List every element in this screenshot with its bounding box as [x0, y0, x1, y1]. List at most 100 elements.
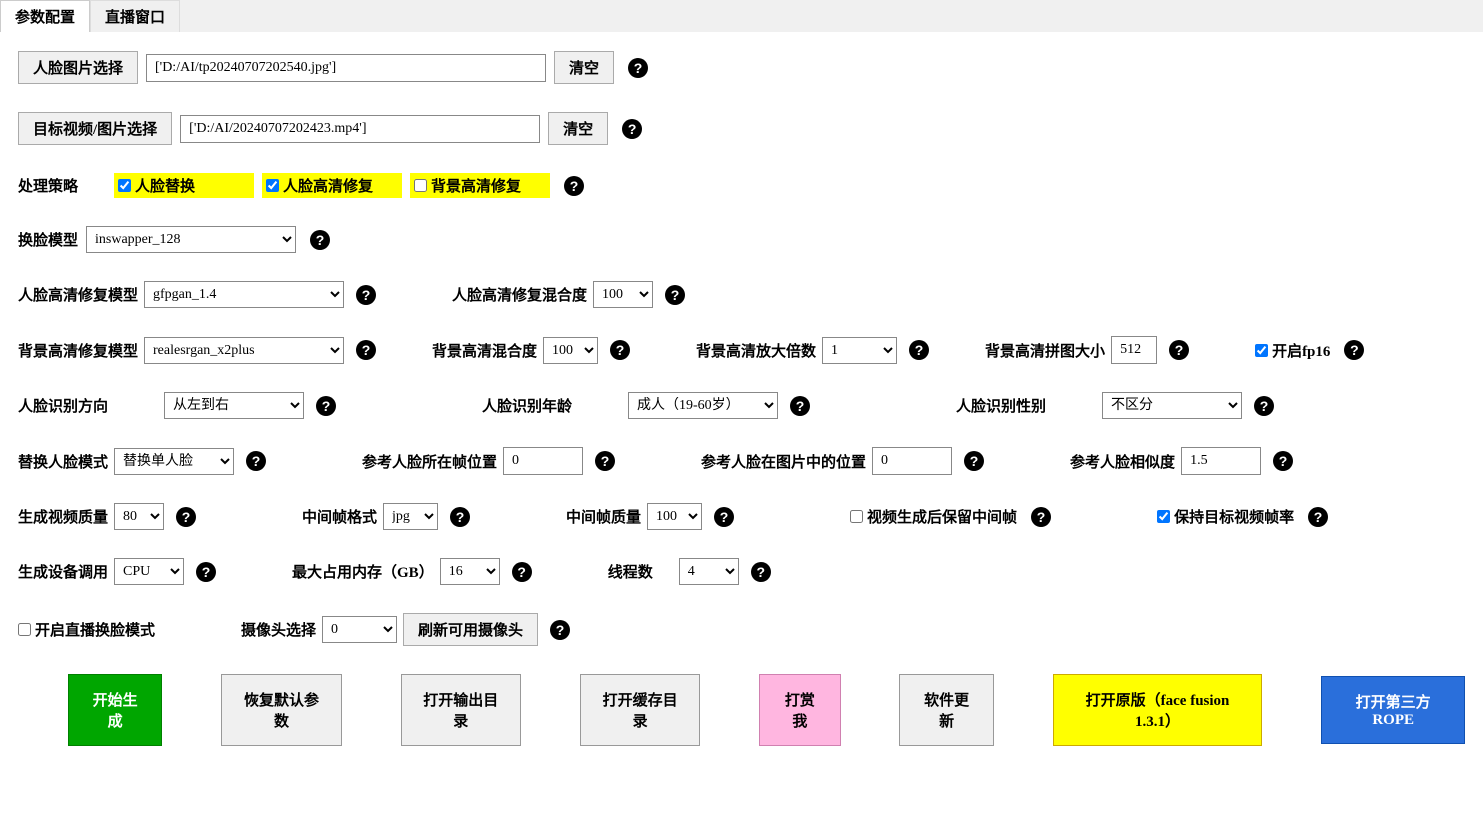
face-restore-model-select[interactable]: gfpgan_1.4 [144, 281, 344, 308]
quality-label: 生成视频质量 [18, 506, 108, 527]
help-icon: ? [714, 507, 734, 527]
help-icon: ? [610, 340, 630, 360]
strategy-bg-restore-text: 背景高清修复 [431, 175, 521, 196]
swap-model-select[interactable]: inswapper_128 [86, 226, 296, 253]
mem-label: 最大占用内存（GB） [292, 561, 434, 582]
help-icon: ? [964, 451, 984, 471]
help-icon: ? [1031, 507, 1051, 527]
help-icon: ? [310, 230, 330, 250]
face-gender-select[interactable]: 不区分 [1102, 392, 1242, 419]
open-original-button[interactable]: 打开原版（face fusion 1.3.1） [1053, 674, 1263, 746]
help-icon: ? [1254, 396, 1274, 416]
strategy-face-restore-input[interactable] [266, 179, 279, 192]
bg-scale-select[interactable]: 1 [822, 337, 897, 364]
help-icon: ? [595, 451, 615, 471]
ref-sim-input[interactable] [1181, 447, 1261, 475]
help-icon: ? [622, 119, 642, 139]
open-rope-button[interactable]: 打开第三方ROPE [1321, 676, 1465, 744]
donate-button[interactable]: 打赏我 [759, 674, 840, 746]
help-icon: ? [1344, 340, 1364, 360]
face-image-path-input[interactable] [146, 54, 546, 82]
fp16-checkbox[interactable]: 开启fp16 [1255, 340, 1330, 361]
ref-frame-input[interactable] [503, 447, 583, 475]
target-media-clear-button[interactable]: 清空 [548, 112, 608, 145]
device-select[interactable]: CPU [114, 558, 184, 585]
target-media-select-button[interactable]: 目标视频/图片选择 [18, 112, 172, 145]
face-restore-model-label: 人脸高清修复模型 [18, 284, 138, 305]
keep-frames-input[interactable] [850, 510, 863, 523]
help-icon: ? [512, 562, 532, 582]
frame-q-select[interactable]: 100 [647, 503, 702, 530]
open-cache-button[interactable]: 打开缓存目录 [580, 674, 700, 746]
face-dir-select[interactable]: 从左到右 [164, 392, 304, 419]
refresh-cam-button[interactable]: 刷新可用摄像头 [403, 613, 538, 646]
ref-sim-label: 参考人脸相似度 [1070, 451, 1175, 472]
help-icon: ? [356, 340, 376, 360]
keep-frames-text: 视频生成后保留中间帧 [867, 506, 1017, 527]
bg-blend-select[interactable]: 100 [543, 337, 598, 364]
strategy-bg-restore-checkbox[interactable]: 背景高清修复 [410, 173, 550, 198]
face-restore-blend-select[interactable]: 100 [593, 281, 653, 308]
help-icon: ? [665, 285, 685, 305]
keep-fps-input[interactable] [1157, 510, 1170, 523]
face-restore-blend-label: 人脸高清修复混合度 [452, 284, 587, 305]
help-icon: ? [246, 451, 266, 471]
strategy-face-restore-checkbox[interactable]: 人脸高清修复 [262, 173, 402, 198]
tab-live[interactable]: 直播窗口 [90, 0, 180, 32]
help-icon: ? [1169, 340, 1189, 360]
strategy-face-swap-checkbox[interactable]: 人脸替换 [114, 173, 254, 198]
replace-mode-select[interactable]: 替换单人脸 [114, 448, 234, 475]
update-button[interactable]: 软件更新 [899, 674, 993, 746]
face-age-select[interactable]: 成人（19-60岁） [628, 392, 778, 419]
help-icon: ? [628, 58, 648, 78]
ref-pos-input[interactable] [872, 447, 952, 475]
open-output-button[interactable]: 打开输出目录 [401, 674, 521, 746]
strategy-face-swap-text: 人脸替换 [135, 175, 195, 196]
fp16-text: 开启fp16 [1272, 340, 1330, 361]
bg-restore-model-label: 背景高清修复模型 [18, 340, 138, 361]
strategy-label: 处理策略 [18, 175, 78, 196]
face-image-select-button[interactable]: 人脸图片选择 [18, 51, 138, 84]
help-icon: ? [790, 396, 810, 416]
face-dir-label: 人脸识别方向 [18, 395, 158, 416]
replace-mode-label: 替换人脸模式 [18, 451, 108, 472]
action-bar: 开始生成 恢复默认参数 打开输出目录 打开缓存目录 打赏我 软件更新 打开原版（… [18, 674, 1465, 746]
keep-frames-checkbox[interactable]: 视频生成后保留中间帧 [850, 506, 1017, 527]
help-icon: ? [450, 507, 470, 527]
help-icon: ? [1308, 507, 1328, 527]
frame-fmt-select[interactable]: jpg [383, 503, 438, 530]
ref-frame-label: 参考人脸所在帧位置 [362, 451, 497, 472]
face-image-clear-button[interactable]: 清空 [554, 51, 614, 84]
quality-select[interactable]: 80 [114, 503, 164, 530]
cam-select[interactable]: 0 [322, 616, 397, 643]
live-mode-text: 开启直播换脸模式 [35, 619, 155, 640]
strategy-face-swap-input[interactable] [118, 179, 131, 192]
frame-fmt-label: 中间帧格式 [302, 506, 377, 527]
live-mode-checkbox[interactable]: 开启直播换脸模式 [18, 619, 155, 640]
help-icon: ? [356, 285, 376, 305]
help-icon: ? [550, 620, 570, 640]
threads-label: 线程数 [608, 561, 653, 582]
keep-fps-checkbox[interactable]: 保持目标视频帧率 [1157, 506, 1294, 527]
tab-config[interactable]: 参数配置 [0, 0, 90, 32]
swap-model-label: 换脸模型 [18, 229, 78, 250]
start-button[interactable]: 开始生成 [68, 674, 162, 746]
keep-fps-text: 保持目标视频帧率 [1174, 506, 1294, 527]
threads-select[interactable]: 4 [679, 558, 739, 585]
face-gender-label: 人脸识别性别 [956, 395, 1096, 416]
bg-tile-label: 背景高清拼图大小 [985, 340, 1105, 361]
help-icon: ? [316, 396, 336, 416]
live-mode-input[interactable] [18, 623, 31, 636]
bg-blend-label: 背景高清混合度 [432, 340, 537, 361]
bg-tile-input[interactable] [1111, 336, 1157, 364]
config-panel: 人脸图片选择 清空 ? 目标视频/图片选择 清空 ? 处理策略 人脸替换 人脸高… [0, 33, 1483, 764]
help-icon: ? [751, 562, 771, 582]
bg-restore-model-select[interactable]: realesrgan_x2plus [144, 337, 344, 364]
mem-select[interactable]: 16 [440, 558, 500, 585]
device-label: 生成设备调用 [18, 561, 108, 582]
target-media-path-input[interactable] [180, 115, 540, 143]
strategy-bg-restore-input[interactable] [414, 179, 427, 192]
fp16-input[interactable] [1255, 344, 1268, 357]
reset-button[interactable]: 恢复默认参数 [221, 674, 341, 746]
strategy-face-restore-text: 人脸高清修复 [283, 175, 373, 196]
